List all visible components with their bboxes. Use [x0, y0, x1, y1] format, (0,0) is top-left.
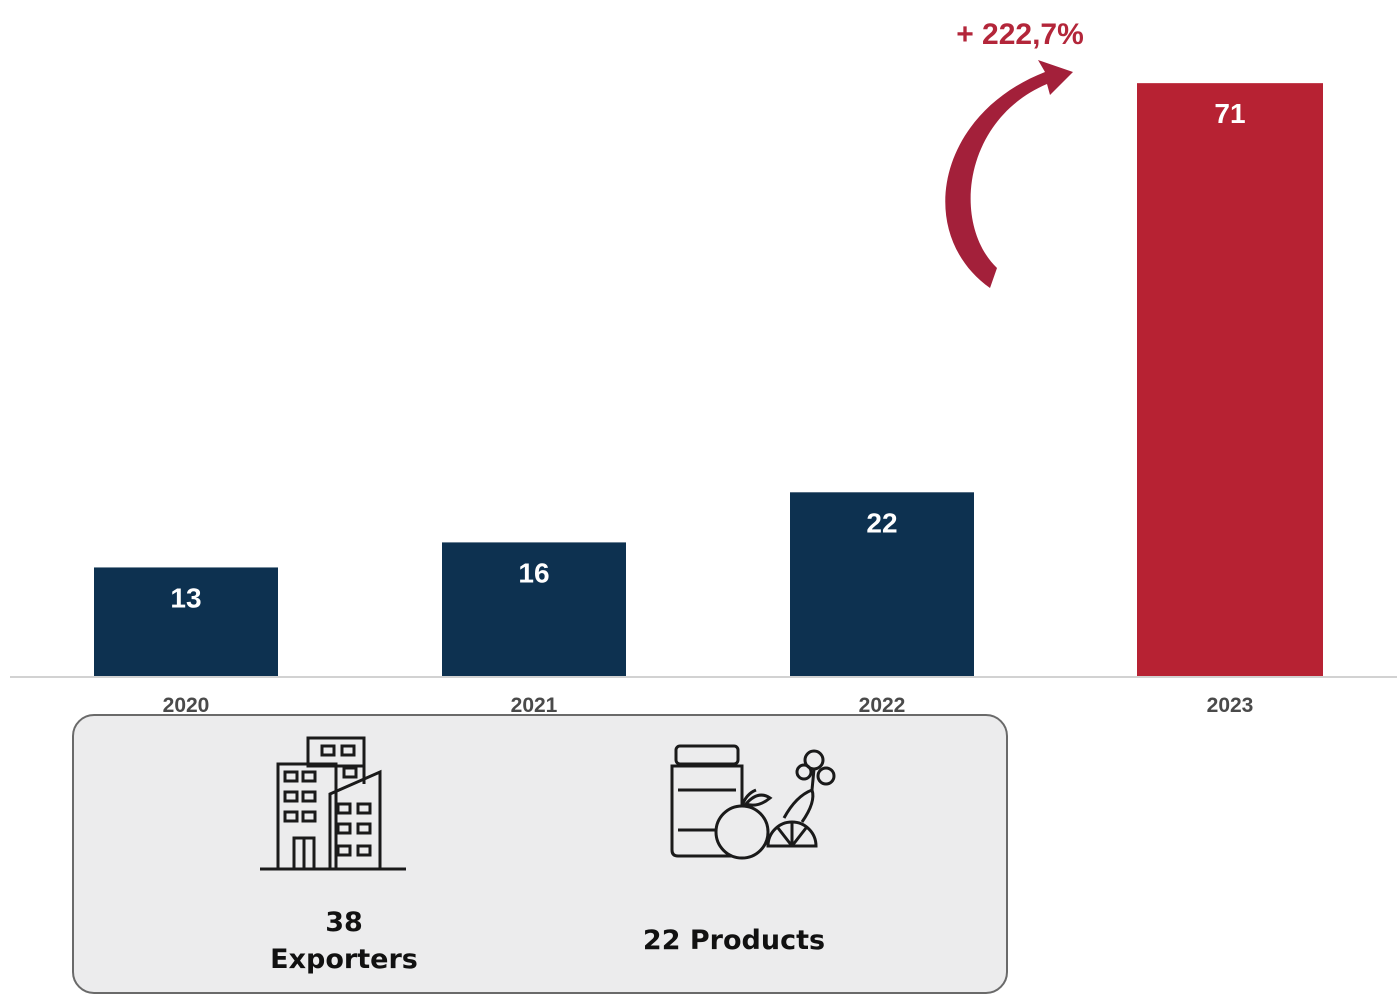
- exporters-label: Exporters: [270, 944, 418, 975]
- x-tick-labels: 2020 2021 2022 2023: [163, 694, 1254, 717]
- bar-2022: [790, 492, 974, 676]
- bar-2020: [94, 567, 278, 676]
- growth-arrow-icon: [945, 60, 1073, 288]
- growth-arrow: + 222,7%: [945, 18, 1084, 288]
- x-tick-label-2020: 2020: [163, 694, 210, 717]
- x-tick-label-2022: 2022: [859, 694, 906, 717]
- x-tick-label-2021: 2021: [511, 694, 558, 717]
- bar-value-label-2021: 16: [518, 557, 549, 588]
- products-label: 22 Products: [642, 925, 826, 956]
- bar-value-label-2023: 71: [1214, 98, 1245, 129]
- growth-label: + 222,7%: [956, 18, 1084, 51]
- x-tick-label-2023: 2023: [1207, 694, 1254, 717]
- summary-panel: 38 Exporters 22 Products: [72, 714, 1008, 994]
- bar-2023: [1137, 83, 1323, 676]
- bars-group: 13 16 22 71: [94, 83, 1323, 676]
- exporters-count: 38: [325, 907, 363, 938]
- buildings-icon: [260, 736, 406, 871]
- bar-value-label-2022: 22: [866, 507, 897, 538]
- bar-2021: [442, 542, 626, 676]
- food-jar-fruit-icon: [670, 744, 836, 860]
- bar-value-label-2020: 13: [170, 582, 201, 613]
